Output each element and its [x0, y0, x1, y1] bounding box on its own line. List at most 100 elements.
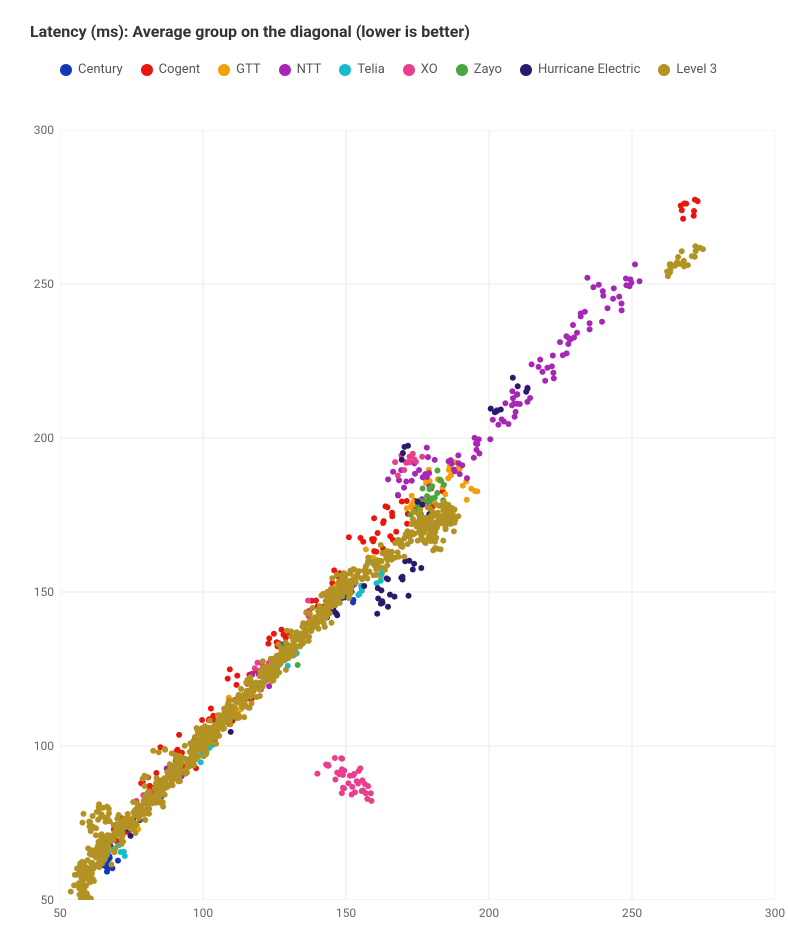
data-point — [350, 578, 356, 584]
data-point — [142, 817, 148, 823]
data-point — [329, 620, 335, 626]
data-point — [409, 478, 415, 484]
data-point — [498, 407, 504, 413]
legend-item[interactable]: Century — [60, 62, 123, 77]
data-point — [204, 725, 210, 731]
data-point — [260, 658, 266, 664]
data-point — [173, 769, 179, 775]
data-point — [306, 634, 312, 640]
legend-label: NTT — [297, 62, 322, 77]
data-point — [119, 841, 125, 847]
data-point — [443, 519, 449, 525]
data-point — [679, 248, 685, 254]
data-point — [342, 573, 348, 579]
data-point — [627, 276, 633, 282]
data-point — [540, 369, 546, 375]
legend-item[interactable]: Level 3 — [658, 62, 717, 77]
data-point — [76, 885, 82, 891]
legend-item[interactable]: XO — [403, 62, 438, 77]
data-point — [385, 476, 391, 482]
data-point — [215, 712, 221, 718]
data-point — [600, 288, 606, 294]
data-point — [289, 634, 295, 640]
data-point — [406, 593, 412, 599]
data-point — [455, 460, 461, 466]
data-point — [490, 417, 496, 423]
data-point — [166, 769, 172, 775]
data-point — [424, 445, 430, 451]
data-point — [79, 878, 85, 884]
legend-swatch-icon — [141, 64, 153, 76]
data-point — [323, 762, 329, 768]
data-point — [108, 862, 114, 868]
data-point — [288, 628, 294, 634]
y-axis-tick-label: 50 — [28, 893, 54, 907]
data-point — [685, 262, 691, 268]
data-point — [334, 572, 340, 578]
data-point — [340, 785, 346, 791]
data-point — [128, 826, 134, 832]
data-point — [194, 725, 200, 731]
data-point — [392, 459, 398, 465]
data-point — [86, 876, 92, 882]
data-point — [405, 443, 411, 449]
data-point — [105, 848, 111, 854]
data-point — [393, 529, 399, 535]
data-point — [173, 756, 179, 762]
data-point — [234, 673, 240, 679]
legend-item[interactable]: Cogent — [141, 62, 201, 77]
data-point — [605, 305, 611, 311]
data-point — [632, 261, 638, 267]
legend-swatch-icon — [60, 64, 72, 76]
data-point — [198, 744, 204, 750]
data-point — [371, 515, 377, 521]
data-point — [564, 350, 570, 356]
data-point — [241, 714, 247, 720]
data-point — [401, 554, 407, 560]
data-point — [295, 662, 301, 668]
data-point — [455, 513, 461, 519]
data-point — [115, 858, 121, 864]
data-point — [401, 485, 407, 491]
data-point — [236, 715, 242, 721]
data-point — [674, 259, 680, 265]
data-point — [347, 773, 353, 779]
data-point — [113, 822, 119, 828]
data-point — [296, 637, 302, 643]
data-point — [384, 504, 390, 510]
y-axis-tick-label: 300 — [28, 123, 54, 137]
data-point — [529, 361, 535, 367]
data-point — [187, 763, 193, 769]
data-point — [71, 882, 77, 888]
data-point — [291, 642, 297, 648]
data-point — [192, 751, 198, 757]
data-point — [385, 557, 391, 563]
data-point — [395, 492, 401, 498]
legend-item[interactable]: Telia — [339, 62, 384, 77]
data-point — [314, 771, 320, 777]
data-point — [364, 796, 370, 802]
legend-item[interactable]: Hurricane Electric — [520, 62, 640, 77]
legend-item[interactable]: GTT — [218, 62, 260, 77]
data-point — [284, 649, 290, 655]
legend-item[interactable]: Zayo — [456, 62, 502, 77]
data-point — [182, 770, 188, 776]
data-point — [487, 436, 493, 442]
data-point — [430, 547, 436, 553]
data-point — [440, 538, 446, 544]
data-point — [464, 497, 470, 503]
data-point — [452, 468, 458, 474]
data-point — [81, 811, 87, 817]
data-point — [550, 370, 556, 376]
data-point — [406, 558, 412, 564]
data-point — [104, 843, 110, 849]
data-point — [400, 574, 406, 580]
data-point — [86, 819, 92, 825]
data-point — [389, 510, 395, 516]
legend-item[interactable]: NTT — [279, 62, 322, 77]
data-point — [381, 518, 387, 524]
legend-swatch-icon — [456, 64, 468, 76]
data-point — [163, 781, 169, 787]
data-point — [371, 536, 377, 542]
data-point — [365, 783, 371, 789]
